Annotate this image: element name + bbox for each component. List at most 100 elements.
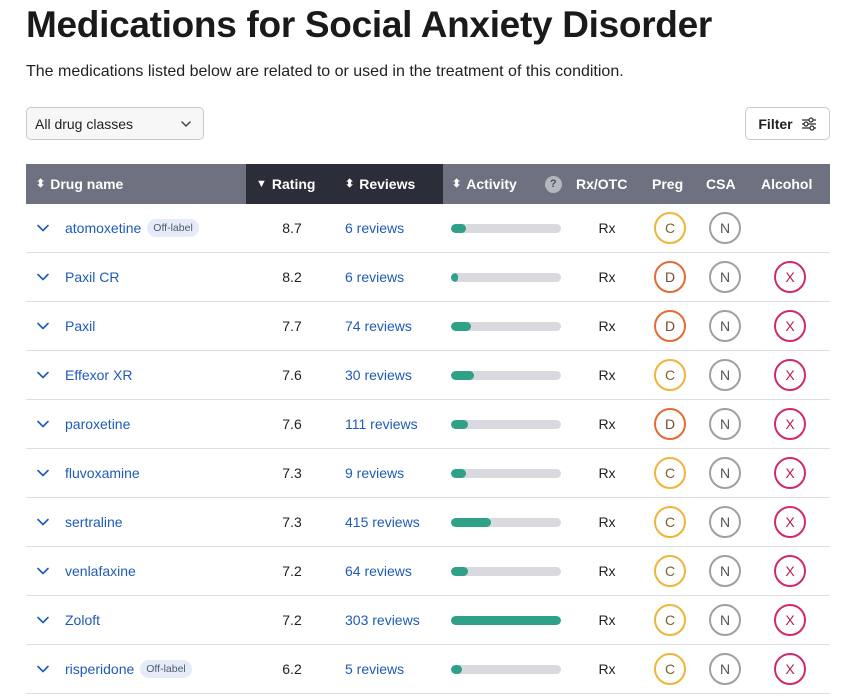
filter-button[interactable]: Filter — [745, 107, 830, 140]
csa-schedule-badge[interactable]: N — [709, 359, 741, 391]
alcohol-interaction-badge[interactable]: X — [774, 408, 806, 440]
drug-name-link[interactable]: fluvoxamine — [65, 465, 140, 481]
pregnancy-category-badge[interactable]: D — [654, 408, 686, 440]
expand-row-button[interactable] — [36, 302, 52, 350]
activity-bar — [451, 370, 561, 380]
column-header-label: Rx/OTC — [576, 176, 628, 192]
sort-icon: ⬍ — [345, 177, 355, 190]
table-row: paroxetine 7.6 111 reviews Rx D N X — [26, 400, 830, 449]
activity-bar-fill — [451, 223, 467, 233]
drug-name-cell: risperidone Off-label — [65, 645, 192, 693]
activity-bar-fill — [451, 664, 462, 674]
activity-bar — [451, 223, 561, 233]
csa-schedule-badge[interactable]: N — [709, 310, 741, 342]
drug-class-select[interactable]: All drug classes — [26, 107, 204, 140]
reviews-link[interactable]: 64 reviews — [345, 563, 412, 579]
pregnancy-category-badge[interactable]: C — [654, 555, 686, 587]
rating-value: 6.2 — [282, 661, 302, 677]
csa-schedule-badge[interactable]: N — [709, 506, 741, 538]
medications-table: ⬍ Drug name ▼ Rating ⬍ Reviews ⬍ Activit… — [26, 164, 830, 694]
csa-schedule-badge[interactable]: N — [709, 212, 741, 244]
activity-cell — [451, 449, 561, 497]
reviews-link[interactable]: 6 reviews — [345, 269, 405, 285]
pregnancy-category-badge[interactable]: D — [654, 310, 686, 342]
pregnancy-category-badge[interactable]: C — [654, 506, 686, 538]
reviews-link[interactable]: 30 reviews — [345, 367, 412, 383]
column-header-drug-name[interactable]: ⬍ Drug name — [26, 164, 246, 204]
csa-schedule-badge[interactable]: N — [709, 457, 741, 489]
activity-bar-fill — [451, 370, 475, 380]
activity-cell — [451, 351, 561, 399]
expand-row-button[interactable] — [36, 204, 52, 252]
expand-row-button[interactable] — [36, 253, 52, 301]
drug-name-link[interactable]: Paxil — [65, 318, 96, 334]
csa-schedule-badge[interactable]: N — [709, 408, 741, 440]
column-header-csa: CSA — [706, 164, 736, 204]
activity-bar — [451, 615, 561, 625]
expand-row-button[interactable] — [36, 498, 52, 546]
column-header-activity[interactable]: ⬍ Activity ? — [452, 164, 567, 204]
reviews-link[interactable]: 415 reviews — [345, 514, 420, 530]
drug-name-link[interactable]: Zoloft — [65, 612, 101, 628]
activity-bar-fill — [451, 566, 468, 576]
csa-schedule-badge[interactable]: N — [709, 604, 741, 636]
column-header-rx-otc: Rx/OTC — [576, 164, 627, 204]
expand-row-button[interactable] — [36, 449, 52, 497]
expand-row-button[interactable] — [36, 351, 52, 399]
alcohol-interaction-badge[interactable]: X — [774, 310, 806, 342]
column-header-reviews[interactable]: ⬍ Reviews — [345, 176, 415, 192]
drug-name-link[interactable]: atomoxetine — [65, 220, 142, 236]
rx-otc-value: Rx — [598, 269, 616, 285]
drug-name-link[interactable]: venlafaxine — [65, 563, 136, 579]
csa-schedule-badge[interactable]: N — [709, 555, 741, 587]
alcohol-interaction-badge[interactable]: X — [774, 457, 806, 489]
drug-name-link[interactable]: Paxil CR — [65, 269, 120, 285]
pregnancy-category-badge[interactable]: C — [654, 457, 686, 489]
rx-otc-value: Rx — [598, 465, 616, 481]
csa-schedule-badge[interactable]: N — [709, 653, 741, 685]
column-header-preg: Preg — [652, 164, 683, 204]
reviews-link[interactable]: 303 reviews — [345, 612, 420, 628]
column-header-rating[interactable]: ▼ Rating ⬍ Reviews — [246, 164, 443, 204]
drug-name-link[interactable]: Effexor XR — [65, 367, 133, 383]
drug-name-link[interactable]: risperidone — [65, 661, 135, 677]
expand-row-button[interactable] — [36, 547, 52, 595]
rx-otc-value: Rx — [598, 661, 616, 677]
help-icon[interactable]: ? — [544, 175, 562, 193]
drug-name-cell: Paxil — [65, 302, 95, 350]
drug-class-select-value: All drug classes — [35, 115, 134, 132]
pregnancy-category-badge[interactable]: C — [654, 604, 686, 636]
alcohol-interaction-badge[interactable]: X — [774, 604, 806, 636]
alcohol-interaction-badge[interactable]: X — [774, 359, 806, 391]
activity-cell — [451, 302, 561, 350]
pregnancy-category-badge[interactable]: C — [654, 212, 686, 244]
pregnancy-category-badge[interactable]: C — [654, 359, 686, 391]
activity-bar-fill — [451, 419, 468, 429]
pregnancy-category-badge[interactable]: D — [654, 261, 686, 293]
expand-row-button[interactable] — [36, 645, 52, 693]
rx-otc-value: Rx — [598, 612, 616, 628]
rating-value: 7.2 — [282, 612, 302, 628]
alcohol-interaction-badge[interactable]: X — [774, 261, 806, 293]
alcohol-interaction-badge[interactable]: X — [774, 653, 806, 685]
reviews-link[interactable]: 111 reviews — [345, 416, 418, 432]
alcohol-interaction-badge[interactable]: X — [774, 506, 806, 538]
pregnancy-category-badge[interactable]: C — [654, 653, 686, 685]
rx-otc-value: Rx — [598, 514, 616, 530]
csa-schedule-badge[interactable]: N — [709, 261, 741, 293]
activity-bar-fill — [451, 321, 471, 331]
alcohol-interaction-badge[interactable]: X — [774, 555, 806, 587]
reviews-link[interactable]: 74 reviews — [345, 318, 412, 334]
activity-bar-fill — [451, 272, 458, 282]
drug-name-link[interactable]: sertraline — [65, 514, 123, 530]
drug-name-link[interactable]: paroxetine — [65, 416, 131, 432]
expand-row-button[interactable] — [36, 400, 52, 448]
column-header-alcohol: Alcohol — [761, 164, 812, 204]
reviews-link[interactable]: 6 reviews — [345, 220, 405, 236]
activity-cell — [451, 547, 561, 595]
reviews-link[interactable]: 9 reviews — [345, 465, 405, 481]
reviews-link[interactable]: 5 reviews — [345, 661, 405, 677]
table-row: Paxil 7.7 74 reviews Rx D N X — [26, 302, 830, 351]
expand-row-button[interactable] — [36, 596, 52, 644]
chevron-down-icon — [37, 567, 49, 575]
